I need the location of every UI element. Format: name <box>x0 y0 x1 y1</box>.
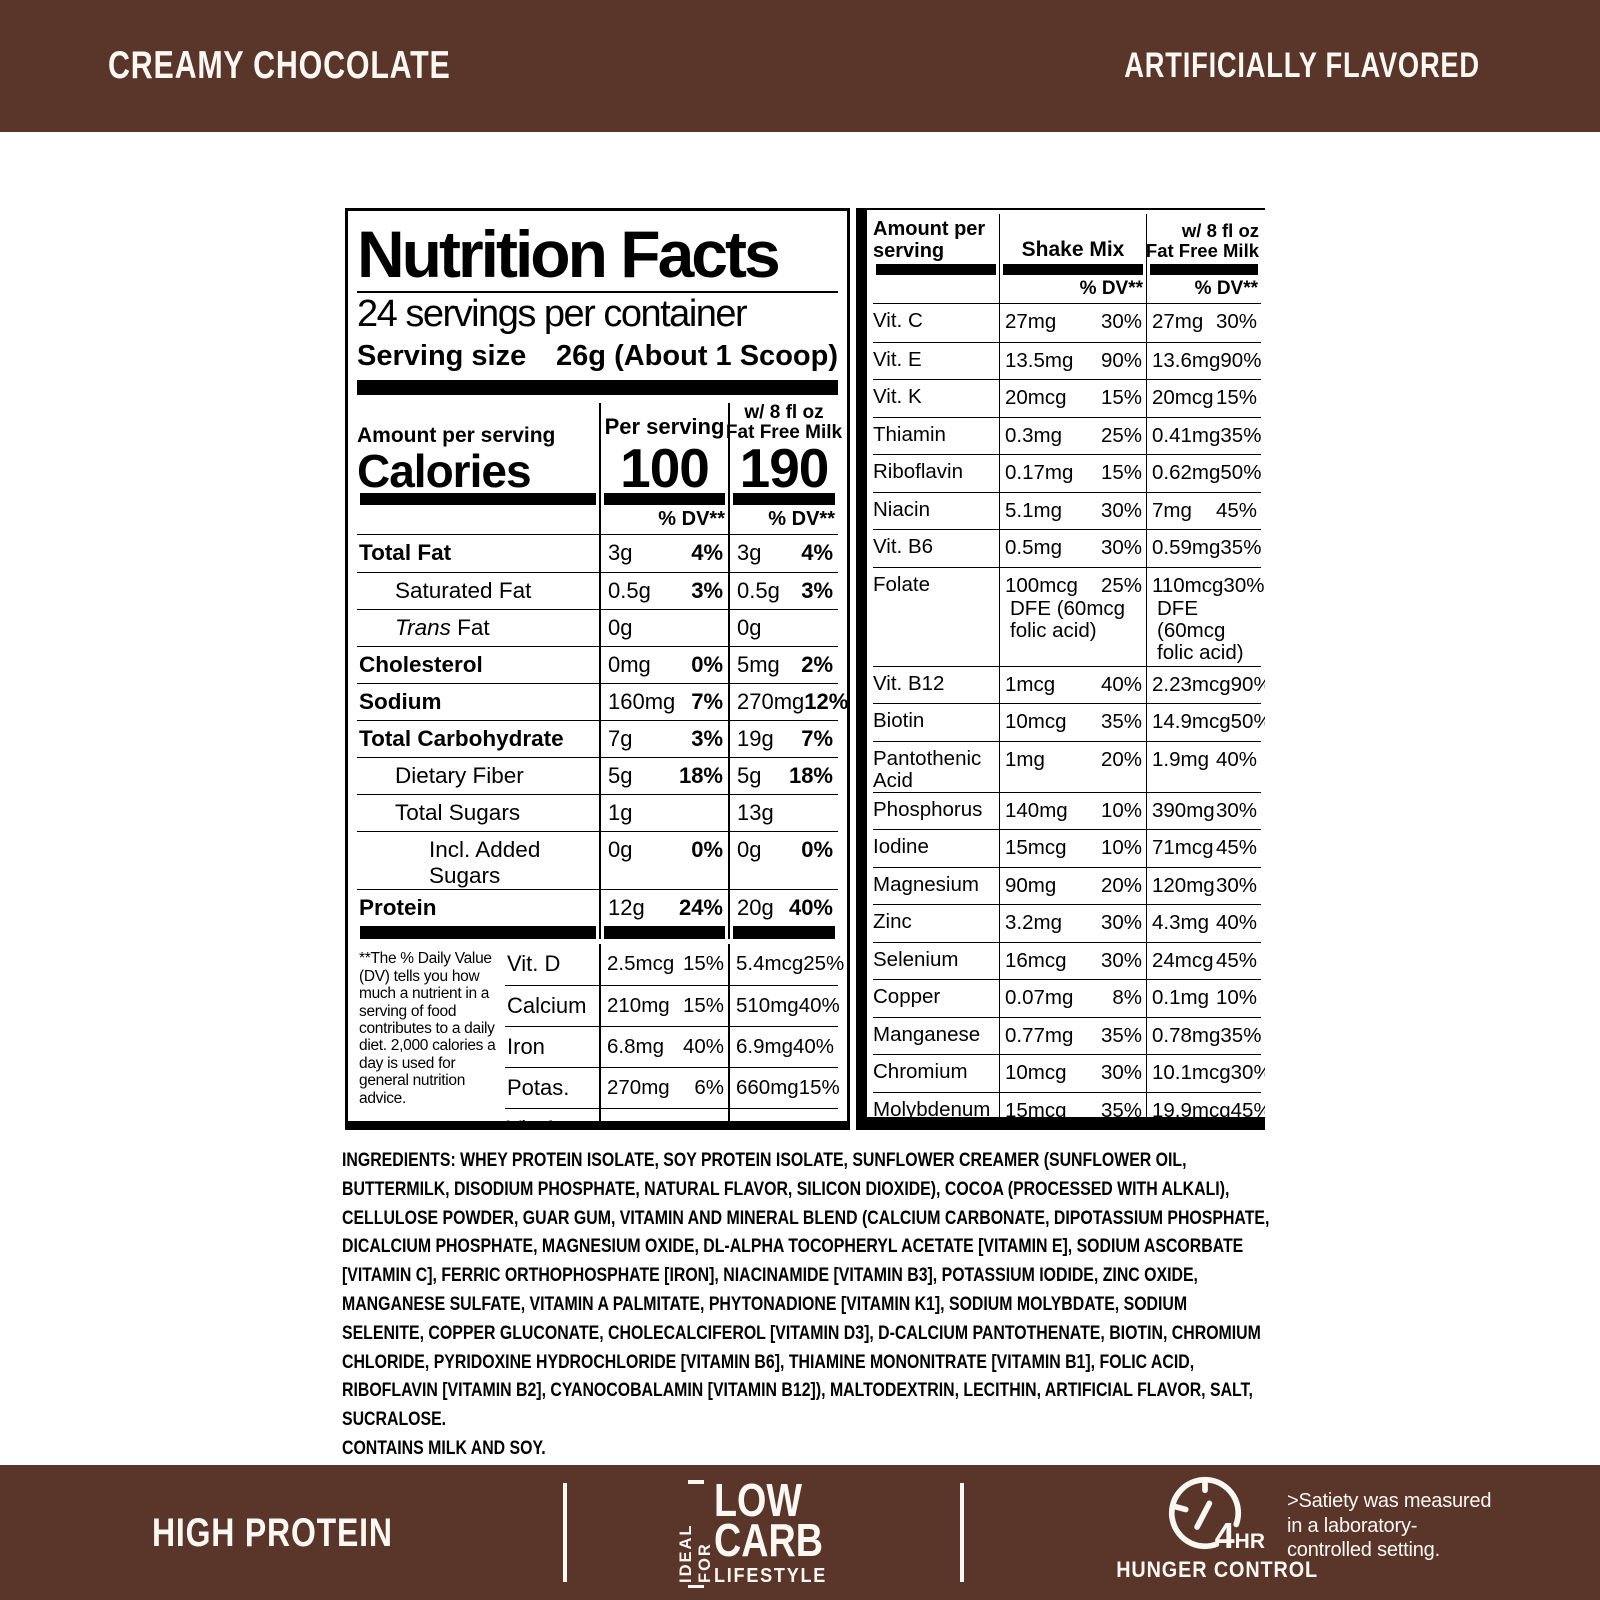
amount-per-serving-label: Amount per serving <box>357 423 556 447</box>
micronutrient-row: Vit. E 13.5mg 90% 13.6mg 90% <box>873 341 1261 379</box>
nutrition-label: Nutrition Facts 24 servings per containe… <box>345 208 1265 1130</box>
vitamins-table: Vit. D 2.5mcg 15% 5.4mcg 25% Calcium 210mg… <box>505 944 847 1121</box>
ingredients-section: INGREDIENTS: WHEY PROTEIN ISOLATE, SOY P… <box>342 1146 1270 1463</box>
dv-header: % DV** <box>1146 275 1261 303</box>
panel-title: Nutrition Facts <box>357 217 781 291</box>
nutrient-row: Saturated Fat 0.5g 3% 0.5g 3% <box>357 572 838 610</box>
nutrient-table: Total Fat 3g 4% 3g 4% Saturated Fat 0.5g 3%… <box>357 535 847 927</box>
micronutrient-row: Vit. K 20mcg 15% 20mcg 15% <box>873 379 1261 417</box>
thick-separator <box>357 379 838 395</box>
serving-size-value: 26g (About 1 Scoop) <box>556 339 838 372</box>
vitamin-row: Calcium 210mg 15% 510mg 40% <box>505 985 840 1027</box>
vitamin-row: Potas. 270mg 6% 660mg 15% <box>505 1067 840 1109</box>
low-carb-claim: IDEAL FOR LOW CARB LIFESTYLE <box>677 1474 847 1588</box>
servings-per-container: 24 servings per container <box>357 293 748 335</box>
four-hour-label: 4HR <box>1214 1515 1265 1556</box>
dv-header: % DV** <box>599 505 728 535</box>
micronutrients-panel: Amount per serving Shake Mix w/ 8 fl oz … <box>856 208 1265 1130</box>
micronutrient-row: Niacin 5.1mg 30% 7mg 45% <box>873 491 1261 529</box>
nutrient-row: Trans Fat 0g 0g <box>357 609 838 647</box>
vitamins-section: **The % Daily Value (DV) tells you how m… <box>357 944 847 1121</box>
low-label: LOW <box>714 1474 802 1526</box>
calories-per-serving: 100 <box>620 436 710 499</box>
micronutrient-row: Riboflavin 0.17mg 15% 0.62mg 50% <box>873 454 1261 492</box>
calories-header-row: Amount per serving Calories Per serving … <box>357 401 842 499</box>
micronutrients-header-row: Amount per serving Shake Mix w/ 8 fl oz … <box>873 214 1261 264</box>
nutrition-facts-panel: Nutrition Facts 24 servings per containe… <box>345 208 850 1130</box>
vitamin-row: Iron 6.8mg 40% 6.9mg 40% <box>505 1026 838 1068</box>
micronutrient-row: Thiamin 0.3mg 25% 0.41mg 35% <box>873 416 1261 454</box>
thick-separator <box>357 926 838 940</box>
divider <box>960 1483 964 1582</box>
top-banner: CREAMY CHOCOLATE ARTIFICIALLY FLAVORED <box>0 0 1600 132</box>
micronutrient-row: Copper 0.07mg 8% 0.1mg 10% <box>873 979 1261 1017</box>
with-milk-header-line1: w/ 8 fl oz <box>1181 219 1259 241</box>
flavor-name: CREAMY CHOCOLATE <box>108 44 451 87</box>
micronutrient-row: Folate 100mcg 25% DFE (60mcg folic acid) … <box>873 566 1264 666</box>
divider <box>687 1480 704 1484</box>
with-milk-header-line2: Fat Free Milk <box>1145 240 1259 262</box>
divider <box>687 1584 704 1588</box>
ideal-for-column: IDEAL FOR <box>677 1480 714 1588</box>
daily-value-header-row: % DV** % DV** <box>873 275 1261 304</box>
carb-label: CARB <box>714 1514 823 1566</box>
shake-mix-header: Shake Mix <box>1021 238 1125 261</box>
micronutrient-row: Pantothenic Acid 1mg 20% 1.9mg 40% <box>873 740 1261 792</box>
amount-per-serving-header-line2: serving <box>873 240 945 262</box>
amount-per-serving-header-line1: Amount per <box>873 218 986 240</box>
micronutrient-row: Selenium 16mcg 30% 24mcg 45% <box>873 941 1261 979</box>
micronutrient-table: Vit. C 27mg 30% 27mg 30% Vit. E <box>873 304 1265 1129</box>
calories-label: Calories <box>357 444 532 497</box>
micronutrient-row: Zinc 3.2mg 30% 4.3mg 40% <box>873 904 1261 942</box>
micronutrient-row: Phosphorus 140mg 10% 390mg 30% <box>873 791 1261 829</box>
high-protein-claim: HIGH PROTEIN <box>152 1511 393 1555</box>
hunger-control-label: HUNGER CONTROL <box>1116 1557 1319 1582</box>
nutrient-row: Dietary Fiber 5g 18% 5g 18% <box>357 757 838 795</box>
micronutrient-row: Manganese 0.77mg 35% 0.78mg 35% <box>873 1016 1261 1054</box>
divider <box>357 291 838 293</box>
daily-value-footnote: **The % Daily Value (DV) tells you how m… <box>359 950 496 1107</box>
thick-separator <box>873 264 1261 275</box>
nutrient-row: Incl. Added Sugars 0g 0% 0g 0% <box>357 831 838 890</box>
ingredients-label: INGREDIENTS: <box>342 1149 456 1171</box>
daily-value-header-row: % DV** % DV** <box>357 505 838 536</box>
clock-icon <box>1168 1476 1242 1550</box>
dv-header: % DV** <box>728 505 838 535</box>
with-milk-header-line2: Fat Free Milk <box>725 422 843 444</box>
serving-size-row: Serving size 26g (About 1 Scoop) <box>357 340 838 373</box>
micronutrient-row: Magnesium 90mg 20% 120mg 30% <box>873 866 1261 904</box>
with-milk-header-line1: w/ 8 fl oz <box>744 401 824 423</box>
vitamin-row: Vit. D 2.5mcg 15% 5.4mcg 25% <box>505 944 844 986</box>
thick-separator <box>867 1117 1265 1130</box>
micronutrient-row: Iodine 15mcg 10% 71mcg 45% <box>873 829 1261 867</box>
ideal-for-label: IDEAL FOR <box>676 1523 714 1583</box>
nutrient-row: Protein 12g 24% 20g 40% <box>357 889 838 927</box>
thick-separator <box>357 493 838 506</box>
calories-with-milk: 190 <box>739 436 830 499</box>
lifestyle-label: LIFESTYLE <box>714 1564 828 1587</box>
artificially-flavored-note: ARTIFICIALLY FLAVORED <box>1124 46 1480 85</box>
divider <box>563 1483 567 1582</box>
vitamin-row: Vit. A 150mcg 15% 300mcg 35% <box>505 1108 847 1121</box>
nutrient-row: Sodium 160mg 7% 270mg 12% <box>357 683 847 721</box>
nutrient-row: Cholesterol 0mg 0% 5mg 2% <box>357 646 838 684</box>
satiety-disclaimer: >Satiety was measured in a laboratory-co… <box>1287 1490 1492 1561</box>
nutrient-row: Total Carbohydrate 7g 3% 19g 7% <box>357 720 838 758</box>
micronutrient-row: Vit. C 27mg 30% 27mg 30% <box>873 304 1261 342</box>
dv-header: % DV** <box>999 275 1146 303</box>
per-serving-header: Per serving <box>604 413 725 439</box>
serving-size-label: Serving size <box>357 339 527 372</box>
ingredients-paragraph: INGREDIENTS: WHEY PROTEIN ISOLATE, SOY P… <box>342 1149 1270 1431</box>
micronutrient-row: Vit. B6 0.5mg 30% 0.59mg 35% <box>873 529 1261 567</box>
bottom-banner: HIGH PROTEIN IDEAL FOR LOW CARB LIFESTYL… <box>0 1465 1600 1600</box>
nutrient-row: Total Sugars 1g 13g <box>357 794 838 832</box>
nutrient-row: Total Fat 3g 4% 3g 4% <box>357 535 838 573</box>
hunger-control-claim: 4HR HUNGER CONTROL <box>1105 1471 1317 1583</box>
allergen-statement: CONTAINS MILK AND SOY. <box>342 1436 546 1459</box>
